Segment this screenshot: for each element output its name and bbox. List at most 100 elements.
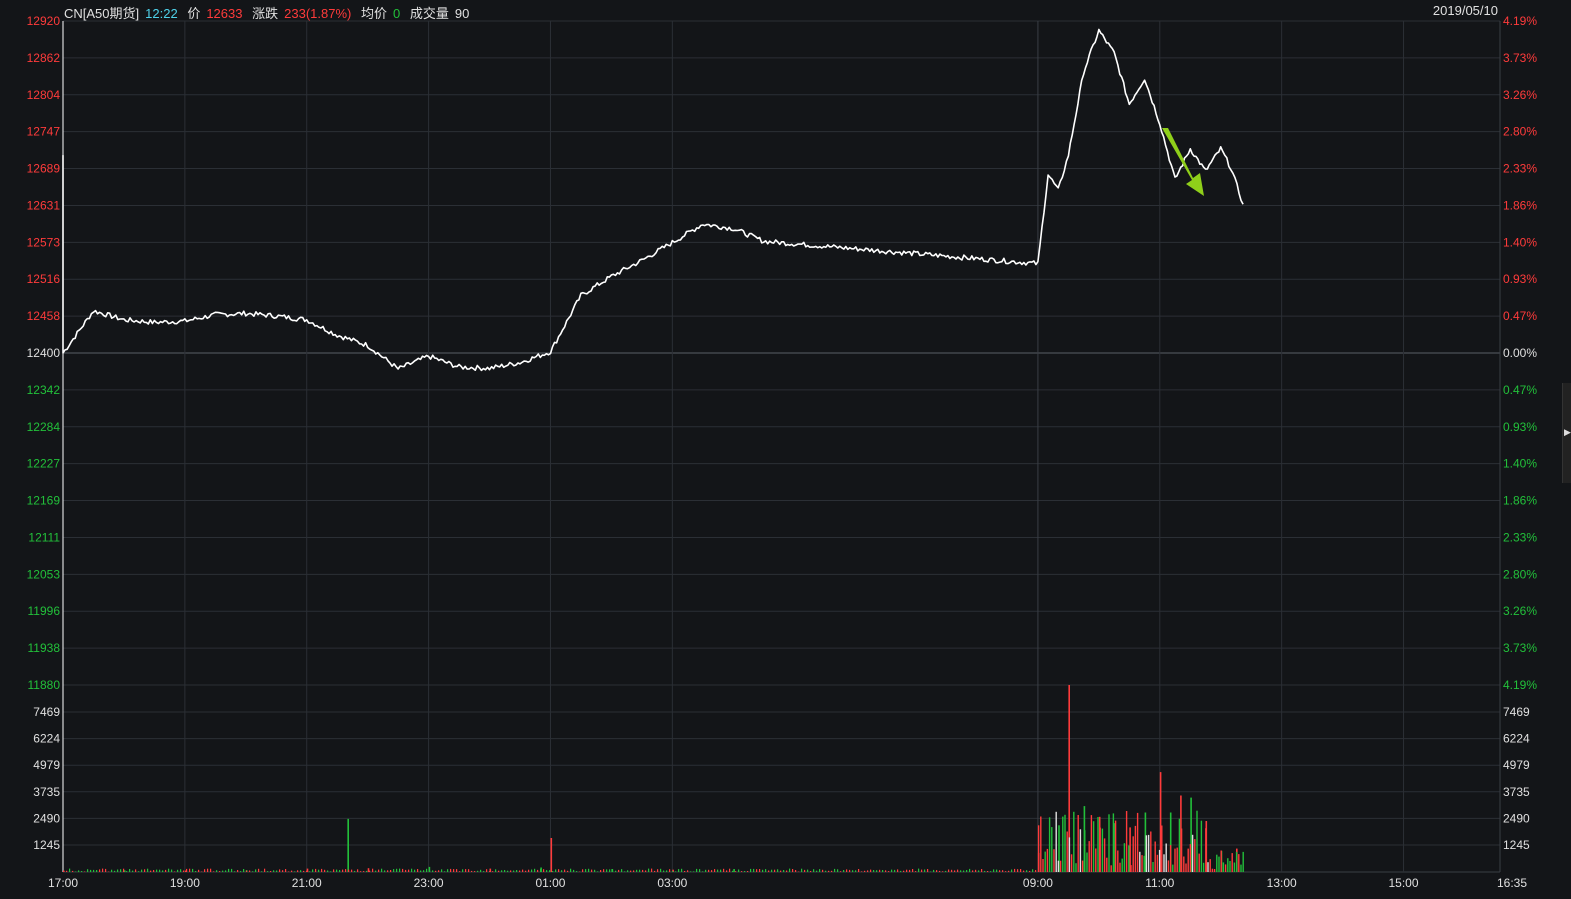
- volume-bar: [924, 869, 926, 872]
- volume-bar: [765, 869, 767, 872]
- volume-bar: [450, 868, 452, 872]
- volume-bar: [1209, 859, 1211, 872]
- volume-bar: [1231, 853, 1233, 872]
- volume-bar: [969, 868, 971, 872]
- volume-bar: [744, 871, 746, 872]
- side-panel-toggle[interactable]: ▶: [1562, 383, 1571, 483]
- volume-tick-label: 6224: [1503, 732, 1530, 746]
- volume-bar: [495, 869, 497, 872]
- volume-bar: [831, 870, 833, 872]
- volume-bar: [687, 870, 689, 872]
- volume-bar: [675, 871, 677, 872]
- volume-bar: [1224, 864, 1227, 872]
- avg-label: 均价: [360, 6, 387, 21]
- percent-tick-label: 0.00%: [1503, 346, 1537, 360]
- volume-bar: [441, 869, 443, 872]
- volume-bar: [621, 869, 623, 872]
- volume-bar: [393, 869, 395, 872]
- volume-bar: [1106, 857, 1108, 872]
- volume-bar: [282, 870, 284, 872]
- volume-tick-label: 7469: [33, 705, 60, 719]
- volume-bar: [381, 868, 383, 872]
- volume-bar: [783, 870, 785, 872]
- volume-bar: [81, 871, 83, 872]
- price-tick-label: 11938: [28, 641, 61, 655]
- volume-bar: [363, 871, 365, 872]
- volume-bar: [375, 870, 377, 872]
- volume-bar: [618, 869, 620, 872]
- volume-bar: [762, 869, 764, 872]
- price-label: 价: [187, 6, 201, 21]
- volume-bar: [405, 869, 407, 872]
- volume-bar: [237, 870, 239, 872]
- volume-bar: [141, 869, 143, 872]
- volume-bar: [114, 870, 116, 872]
- volume-bar: [252, 871, 254, 872]
- volume-bar: [624, 871, 626, 872]
- volume-bar: [150, 870, 152, 872]
- volume-bar: [360, 871, 362, 872]
- volume-bar: [531, 869, 533, 872]
- volume-bar: [1205, 828, 1207, 872]
- volume-bar: [225, 870, 227, 872]
- volume-bar: [369, 870, 371, 872]
- volume-bar: [183, 870, 185, 872]
- volume-bar: [63, 870, 65, 872]
- volume-bar: [1144, 812, 1147, 872]
- volume-bar: [1077, 815, 1079, 872]
- volume-bar: [771, 869, 773, 872]
- volume-bar: [834, 868, 836, 872]
- volume-bar: [273, 870, 275, 872]
- volume-bar: [678, 869, 680, 872]
- volume-bar: [852, 870, 854, 872]
- volume-bar: [366, 870, 368, 872]
- volume-bar: [240, 871, 242, 872]
- volume-bar: [567, 870, 569, 872]
- volume-bar: [1062, 816, 1064, 872]
- volume-bar: [189, 868, 191, 872]
- volume-bar: [504, 870, 506, 872]
- volume-bar: [339, 870, 341, 872]
- time-tick-label: 23:00: [414, 876, 444, 890]
- volume-bars: [63, 685, 1244, 873]
- volume-bar: [72, 870, 74, 872]
- percent-tick-label: 2.33%: [1503, 530, 1537, 544]
- volume-bar: [309, 871, 311, 872]
- volume-bar: [1129, 827, 1131, 872]
- volume-bar: [267, 871, 269, 872]
- volume-bar: [648, 868, 650, 872]
- volume-bar: [1112, 813, 1115, 872]
- volume-bar: [1005, 871, 1007, 872]
- volume-bar: [636, 869, 638, 872]
- volume-bar: [1169, 845, 1172, 872]
- volume-bar: [1068, 685, 1070, 872]
- volume-bar: [171, 869, 173, 872]
- volume-bar: [1029, 870, 1031, 872]
- volume-bar: [1084, 830, 1086, 872]
- percent-tick-label: 2.80%: [1503, 125, 1537, 139]
- volume-bar: [1222, 862, 1225, 872]
- price-tick-label: 12747: [27, 125, 61, 139]
- volume-bar: [711, 870, 713, 872]
- volume-bar: [978, 870, 980, 872]
- volume-bar: [336, 869, 338, 872]
- symbol-name: CN[A50期货]: [64, 6, 140, 21]
- volume-bar: [1008, 870, 1010, 872]
- volume-bar: [1064, 814, 1066, 872]
- volume-bar: [66, 870, 68, 872]
- volume-bar: [87, 869, 89, 872]
- volume-bar: [672, 871, 674, 872]
- volume-bar: [966, 870, 968, 872]
- volume-bar: [747, 871, 749, 872]
- volume-bar: [1040, 816, 1042, 872]
- volume-bar: [423, 870, 425, 872]
- volume-bar: [591, 869, 593, 872]
- quote-time: 12:22: [145, 6, 178, 21]
- volume-bar: [1156, 854, 1159, 872]
- volume-bar: [367, 868, 370, 872]
- volume-bar: [489, 868, 492, 872]
- change-label: 涨跌: [252, 6, 279, 21]
- volume-bar: [1185, 863, 1187, 872]
- price-tick-label: 12862: [27, 51, 61, 65]
